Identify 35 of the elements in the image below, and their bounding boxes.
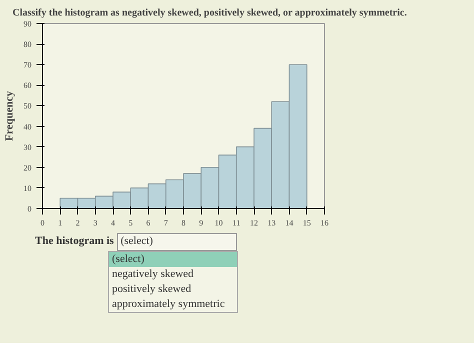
x-tick-label: 0 [40,218,44,228]
text: (select) [116,233,237,251]
x-tick-label: 2 [76,218,80,228]
text: (select) [109,252,237,267]
text: negatively skewed [111,266,195,282]
x-tick-label: 13 [268,218,276,228]
x-tick-label: 16 [320,218,328,228]
x-tick-label: 14 [285,218,294,228]
x-tick-label: 15 [302,218,311,228]
y-tick-label: 90 [24,20,32,28]
y-tick-label: 40 [24,122,32,132]
y-tick-label: 0 [28,204,32,214]
y-tick-label: 20 [24,163,32,172]
y-axis-title: Frequency [4,90,16,141]
y-tick-label: 50 [24,102,32,111]
text: approximately symmetric [111,296,226,312]
x-tick-label: 9 [199,218,204,228]
y-tick-label: 30 [24,142,32,152]
x-tick-label: 6 [146,218,150,228]
x-tick-label: 5 [128,218,133,228]
x-tick-label: 12 [250,218,258,228]
y-tick-label: 70 [24,60,32,70]
x-tick-label: 4 [111,218,115,228]
x-tick-label: 8 [182,218,186,228]
text: positively skewed [111,282,192,297]
y-tick-label: 80 [24,40,32,50]
text: The histogram is [35,235,114,247]
x-tick-label: 1 [58,218,62,228]
x-tick-label: 3 [93,218,98,228]
x-tick-label: 11 [232,218,240,228]
x-tick-label: 10 [214,218,223,228]
y-tick-label: 10 [24,184,32,193]
y-tick-label: 60 [24,81,32,90]
chart-title: Classify the histogram as negatively skewed, positively skewed, or approximately symmetric. [12,8,408,18]
x-tick-label: 7 [164,218,168,228]
